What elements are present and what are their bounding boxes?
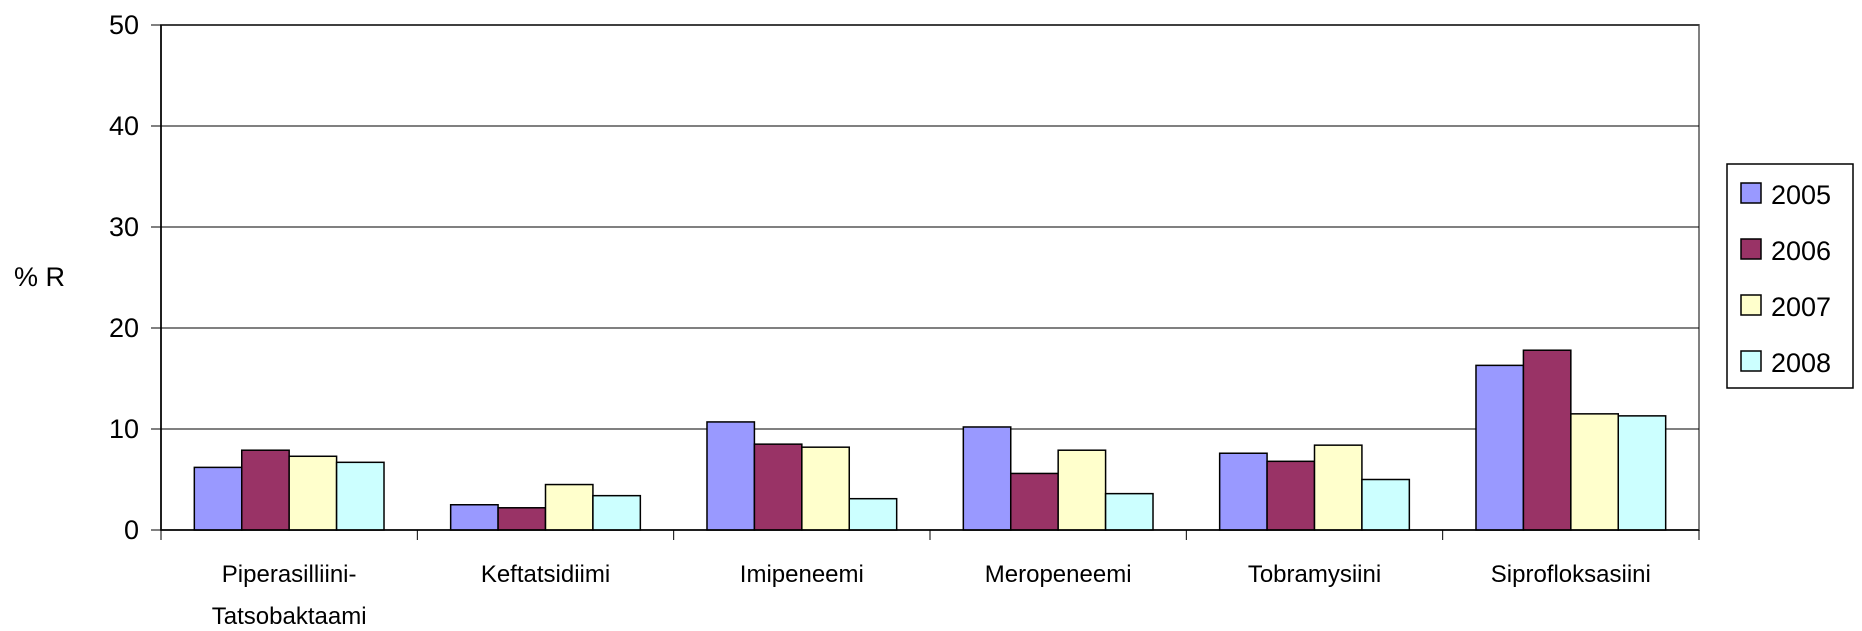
y-tick-label: 30 [109,212,139,242]
x-category-label: Tatsobaktaami [212,603,367,630]
y-tick-label: 50 [109,10,139,40]
y-tick-label: 0 [124,515,139,545]
bar-2005 [962,426,1012,531]
bar-2007 [544,483,594,531]
bar-2005 [449,504,499,531]
bar-2007 [801,446,851,531]
bar-2008 [335,461,385,531]
gridlines [161,24,1699,430]
y-tick-label: 40 [109,111,139,141]
legend-swatch-2006 [1740,238,1762,260]
x-category-label: Meropeneemi [985,561,1132,588]
bar-2006 [1522,349,1572,531]
bar-2005 [706,421,756,531]
x-category-label: Keftatsidiimi [481,561,610,588]
legend-label: 2006 [1771,236,1831,266]
bar-2006 [753,443,803,531]
legend-swatch-2008 [1740,350,1762,372]
x-category-label: Piperasilliini- [222,561,357,588]
x-axis-labels: Piperasilliini- Tatsobaktaami Keftatsidiim… [212,561,1651,630]
y-axis-ticks: 0 10 20 30 40 50 [109,10,162,545]
bar-2007 [288,455,338,531]
bar-2006 [1009,472,1059,531]
bar-2008 [1104,492,1154,531]
bar-2007 [1057,449,1107,531]
x-axis [160,529,1700,540]
legend-swatch-2005 [1740,182,1762,204]
bar-2006 [240,449,290,531]
legend: 2005 2006 2007 2008 [1726,163,1854,389]
bar-2006 [1266,460,1316,531]
legend-label: 2005 [1771,180,1831,210]
y-tick-label: 10 [109,414,139,444]
bar-2008 [1361,478,1411,531]
bar-2007 [1313,444,1363,531]
x-category-label: Siprofloksasiini [1491,561,1651,588]
bar-2006 [497,507,547,531]
y-tick-label: 20 [109,313,139,343]
bar-2007 [1570,413,1620,531]
plot-area [160,24,1700,531]
legend-swatch-2007 [1740,294,1762,316]
y-axis-label: % R [14,262,65,292]
bar-2005 [1475,364,1525,531]
x-category-label: Tobramysiini [1248,561,1381,588]
bar-2008 [848,497,898,531]
legend-label: 2008 [1771,348,1831,378]
bar-2008 [592,494,642,531]
bar-2005 [193,466,243,531]
x-category-label: Imipeneemi [740,561,864,588]
legend-label: 2007 [1771,292,1831,322]
bars [193,349,1667,531]
bar-2008 [1617,415,1667,531]
bar-2005 [1218,452,1268,531]
